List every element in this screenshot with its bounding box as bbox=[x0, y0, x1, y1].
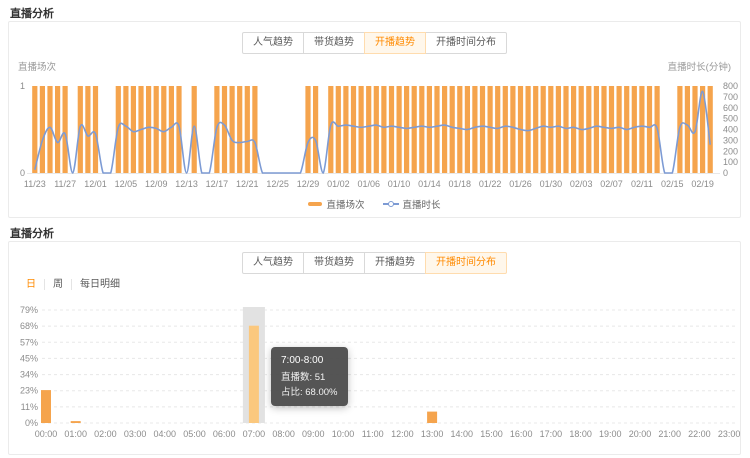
svg-text:11:00: 11:00 bbox=[362, 429, 384, 439]
svg-text:600: 600 bbox=[723, 103, 738, 113]
svg-text:02:00: 02:00 bbox=[94, 429, 117, 439]
svg-text:12:00: 12:00 bbox=[391, 429, 414, 439]
svg-text:01/10: 01/10 bbox=[388, 179, 411, 189]
svg-text:01/30: 01/30 bbox=[540, 179, 563, 189]
bar-swatch-icon bbox=[308, 202, 323, 206]
legend-label-duration: 直播时长 bbox=[402, 200, 441, 211]
svg-text:00:00: 00:00 bbox=[35, 429, 58, 439]
svg-text:0%: 0% bbox=[25, 418, 38, 428]
svg-text:0: 0 bbox=[723, 168, 728, 178]
svg-text:12/29: 12/29 bbox=[297, 179, 320, 189]
tab-broadcast-trend[interactable]: 开播趋势 bbox=[364, 32, 426, 54]
svg-text:23:00: 23:00 bbox=[718, 429, 741, 439]
svg-text:02/11: 02/11 bbox=[631, 179, 653, 189]
svg-text:21:00: 21:00 bbox=[658, 429, 681, 439]
svg-text:79%: 79% bbox=[20, 305, 38, 315]
svg-text:45%: 45% bbox=[20, 353, 38, 363]
toggle-day[interactable]: 日 bbox=[26, 279, 45, 290]
svg-text:15:00: 15:00 bbox=[480, 429, 503, 439]
daily-detail-link[interactable]: 每日明细 bbox=[80, 279, 120, 290]
svg-text:08:00: 08:00 bbox=[272, 429, 295, 439]
tab-broadcast-time-distribution-2[interactable]: 开播时间分布 bbox=[425, 252, 507, 274]
svg-text:0: 0 bbox=[20, 168, 25, 178]
trend-tabs: 人气趋势 带货趋势 开播趋势 开播时间分布 bbox=[9, 32, 740, 54]
svg-text:200: 200 bbox=[723, 146, 738, 156]
svg-text:800: 800 bbox=[723, 81, 738, 91]
svg-text:11/23: 11/23 bbox=[24, 179, 46, 189]
svg-text:20:00: 20:00 bbox=[629, 429, 652, 439]
svg-text:300: 300 bbox=[723, 135, 738, 145]
granularity-toggle: 日 周 每日明细 bbox=[26, 279, 128, 290]
svg-text:13:00: 13:00 bbox=[421, 429, 444, 439]
section1-title: 直播分析 bbox=[10, 8, 54, 20]
svg-text:04:00: 04:00 bbox=[154, 429, 177, 439]
svg-text:01/14: 01/14 bbox=[418, 179, 441, 189]
svg-text:12/17: 12/17 bbox=[206, 179, 229, 189]
svg-text:500: 500 bbox=[723, 114, 738, 124]
svg-text:22:00: 22:00 bbox=[688, 429, 711, 439]
svg-text:68%: 68% bbox=[20, 321, 38, 331]
toggle-week[interactable]: 周 bbox=[45, 279, 72, 290]
legend-item-sessions[interactable]: 直播场次 bbox=[308, 197, 365, 211]
svg-text:02/03: 02/03 bbox=[570, 179, 593, 189]
svg-text:12/09: 12/09 bbox=[145, 179, 168, 189]
svg-text:12/21: 12/21 bbox=[236, 179, 259, 189]
legend-label-sessions: 直播场次 bbox=[326, 200, 365, 211]
session-bars bbox=[32, 86, 713, 173]
svg-text:12/13: 12/13 bbox=[175, 179, 198, 189]
svg-text:400: 400 bbox=[723, 125, 738, 135]
trend-legend: 直播场次 直播时长 bbox=[9, 197, 740, 211]
svg-text:100: 100 bbox=[723, 157, 738, 167]
svg-text:07:00: 07:00 bbox=[243, 429, 266, 439]
tab-sales-trend[interactable]: 带货趋势 bbox=[303, 32, 365, 54]
svg-text:06:00: 06:00 bbox=[213, 429, 236, 439]
svg-text:01/26: 01/26 bbox=[509, 179, 532, 189]
svg-text:02/07: 02/07 bbox=[600, 179, 623, 189]
svg-text:1: 1 bbox=[20, 81, 25, 91]
left-axis-label: 直播场次 bbox=[18, 62, 57, 73]
svg-text:02/19: 02/19 bbox=[691, 179, 714, 189]
svg-text:700: 700 bbox=[723, 92, 738, 102]
svg-text:23%: 23% bbox=[20, 386, 38, 396]
svg-text:01/02: 01/02 bbox=[327, 179, 350, 189]
svg-text:57%: 57% bbox=[20, 337, 38, 347]
legend-item-duration[interactable]: 直播时长 bbox=[382, 197, 441, 211]
hour-bars bbox=[41, 325, 438, 423]
tab-popularity-trend-2[interactable]: 人气趋势 bbox=[242, 252, 304, 274]
svg-text:18:00: 18:00 bbox=[569, 429, 592, 439]
svg-text:11/27: 11/27 bbox=[54, 179, 76, 189]
svg-text:12/25: 12/25 bbox=[266, 179, 289, 189]
svg-text:11%: 11% bbox=[21, 402, 38, 412]
distribution-tabs: 人气趋势 带货趋势 开播趋势 开播时间分布 bbox=[9, 252, 740, 274]
svg-text:02/15: 02/15 bbox=[661, 179, 684, 189]
right-axis-label: 直播时长(分钟) bbox=[667, 62, 731, 73]
svg-text:19:00: 19:00 bbox=[599, 429, 622, 439]
svg-text:34%: 34% bbox=[20, 370, 38, 380]
distribution-chart-svg[interactable]: 0% 11% 23% 34% 45% 57% 68% 79% 00:00 01:00 02:00 03… bbox=[9, 297, 742, 447]
tab-popularity-trend[interactable]: 人气趋势 bbox=[242, 32, 304, 54]
tab-sales-trend-2[interactable]: 带货趋势 bbox=[303, 252, 365, 274]
svg-text:01/22: 01/22 bbox=[479, 179, 502, 189]
svg-text:05:00: 05:00 bbox=[183, 429, 206, 439]
duration-line bbox=[34, 90, 711, 174]
svg-text:01:00: 01:00 bbox=[64, 429, 87, 439]
svg-text:16:00: 16:00 bbox=[510, 429, 533, 439]
svg-text:10:00: 10:00 bbox=[332, 429, 355, 439]
line-swatch-icon bbox=[382, 201, 399, 207]
tab-broadcast-time-distribution[interactable]: 开播时间分布 bbox=[425, 32, 507, 54]
svg-text:01/06: 01/06 bbox=[357, 179, 380, 189]
tab-broadcast-trend-2[interactable]: 开播趋势 bbox=[364, 252, 426, 274]
svg-text:03:00: 03:00 bbox=[124, 429, 147, 439]
distribution-panel: 人气趋势 带货趋势 开播趋势 开播时间分布 日 周 每日明细 0% 11% 23% 3… bbox=[8, 241, 741, 455]
section2-title: 直播分析 bbox=[10, 228, 54, 240]
svg-text:14:00: 14:00 bbox=[451, 429, 474, 439]
svg-text:17:00: 17:00 bbox=[540, 429, 563, 439]
svg-text:09:00: 09:00 bbox=[302, 429, 325, 439]
svg-text:12/05: 12/05 bbox=[115, 179, 138, 189]
svg-text:01/18: 01/18 bbox=[449, 179, 472, 189]
svg-text:12/01: 12/01 bbox=[84, 179, 107, 189]
